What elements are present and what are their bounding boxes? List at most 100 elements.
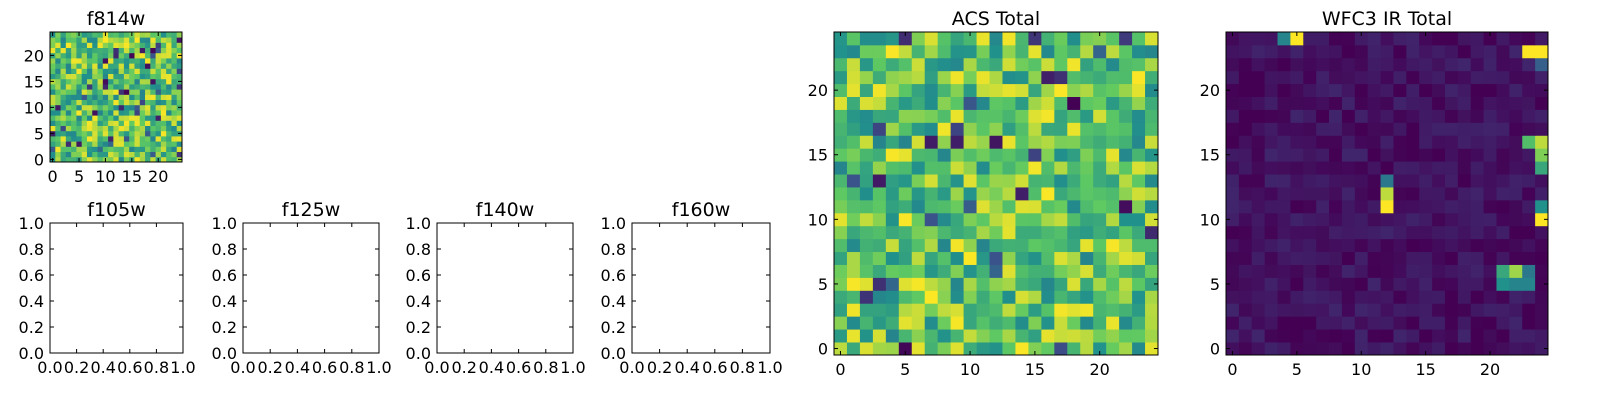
heatmap-cell	[1290, 225, 1304, 240]
heatmap-cell	[113, 130, 120, 137]
heatmap-cell	[1432, 109, 1446, 123]
heatmap-cell	[108, 115, 114, 121]
heatmap-cell	[160, 110, 167, 116]
heatmap-cell	[1132, 277, 1146, 291]
heatmap-cell	[55, 68, 61, 74]
heatmap-cell	[1329, 187, 1343, 201]
heatmap-cell	[1457, 44, 1472, 59]
heatmap-cell	[1419, 135, 1433, 149]
heatmap-cell	[1535, 174, 1549, 188]
heatmap-cell	[145, 84, 151, 90]
heatmap-cell	[134, 84, 141, 90]
heatmap-cell	[1341, 187, 1356, 201]
heatmap-cell	[1145, 225, 1159, 240]
heatmap-cell	[76, 47, 83, 54]
heatmap-cell	[108, 146, 114, 152]
heatmap-cell	[150, 73, 156, 80]
heatmap-cell	[1444, 148, 1459, 162]
heatmap-cell	[963, 342, 977, 356]
y-tick-label: 1.0	[406, 214, 431, 233]
heatmap-cell	[113, 141, 120, 147]
heatmap-cell	[123, 115, 130, 121]
heatmap-cell	[911, 225, 926, 240]
heatmap-cell	[1483, 329, 1497, 343]
heatmap-cell	[139, 104, 146, 111]
heatmap-cell	[1067, 70, 1081, 85]
heatmap-cell	[134, 156, 141, 163]
heatmap-cell	[1080, 44, 1094, 59]
heatmap-cell	[86, 120, 93, 126]
heatmap-cell	[108, 73, 114, 80]
heatmap-cell	[1303, 122, 1317, 136]
heatmap-cell	[1303, 70, 1317, 85]
heatmap-cell	[924, 316, 939, 330]
heatmap-cell	[950, 238, 964, 253]
heatmap-cell	[1341, 264, 1356, 278]
heatmap-cell	[71, 84, 77, 90]
heatmap-cell	[1002, 70, 1016, 85]
heatmap-cell	[65, 47, 72, 54]
heatmap-cell	[1015, 32, 1029, 46]
heatmap-cell	[834, 96, 848, 110]
heatmap-cell	[139, 63, 146, 69]
heatmap-cell	[937, 44, 952, 59]
heatmap-cell	[1483, 342, 1497, 356]
panel-title: ACS Total	[952, 8, 1040, 30]
heatmap-cell	[834, 70, 848, 85]
heatmap-cell	[86, 146, 93, 152]
heatmap-cell	[155, 115, 162, 121]
heatmap-cell	[1496, 83, 1510, 97]
heatmap-cell	[1145, 316, 1159, 330]
y-tick-label: 0.4	[406, 292, 431, 311]
heatmap-cell	[924, 329, 939, 343]
y-tick-label: 0.0	[406, 344, 431, 363]
heatmap-cell	[1509, 264, 1523, 278]
heatmap-cell	[924, 32, 939, 46]
heatmap-cell	[898, 303, 913, 317]
heatmap-cell	[1380, 96, 1394, 110]
heatmap-cell	[108, 110, 114, 116]
heatmap-cell	[1432, 161, 1446, 175]
heatmap-cell	[1470, 57, 1484, 72]
heatmap-cell	[859, 303, 874, 317]
heatmap-cell	[1457, 109, 1472, 123]
heatmap-cell	[1522, 57, 1536, 72]
heatmap-cell	[963, 199, 977, 214]
heatmap-cell	[898, 57, 913, 72]
heatmap-cell	[1432, 225, 1446, 240]
heatmap-cell	[81, 156, 88, 163]
heatmap-cell	[1354, 251, 1369, 265]
heatmap-cell	[1226, 109, 1240, 123]
heatmap-cell	[1522, 199, 1536, 214]
heatmap-cell	[155, 52, 162, 59]
heatmap-cell	[950, 96, 964, 110]
heatmap-cell	[97, 104, 104, 111]
heatmap-cell	[134, 32, 141, 38]
heatmap-cell	[129, 120, 135, 126]
heatmap-cell	[176, 68, 183, 74]
heatmap-cell	[1290, 199, 1304, 214]
heatmap-cell	[859, 83, 874, 97]
heatmap-cell	[81, 110, 88, 116]
heatmap-cell	[1093, 57, 1107, 72]
heatmap-cell	[1509, 303, 1523, 317]
heatmap-cell	[1406, 83, 1420, 97]
heatmap-cell	[102, 73, 109, 80]
heatmap-cell	[65, 84, 72, 90]
heatmap-cell	[1329, 342, 1343, 356]
heatmap-cell	[1264, 135, 1278, 149]
heatmap-cell	[1457, 32, 1472, 46]
x-tick-label: 0.0	[424, 358, 449, 377]
heatmap-cell	[1015, 277, 1029, 291]
heatmap-cell	[963, 212, 977, 227]
heatmap-cell	[92, 94, 98, 100]
heatmap-cell	[1470, 316, 1484, 330]
heatmap-cell	[1054, 238, 1068, 253]
x-tick-label: 0.2	[64, 358, 89, 377]
heatmap-cell	[1496, 303, 1510, 317]
x-tick-label: 0.4	[479, 358, 504, 377]
heatmap-cell	[139, 73, 146, 80]
heatmap-cell	[1093, 316, 1107, 330]
heatmap-cell	[97, 84, 104, 90]
heatmap-cell	[1470, 109, 1484, 123]
